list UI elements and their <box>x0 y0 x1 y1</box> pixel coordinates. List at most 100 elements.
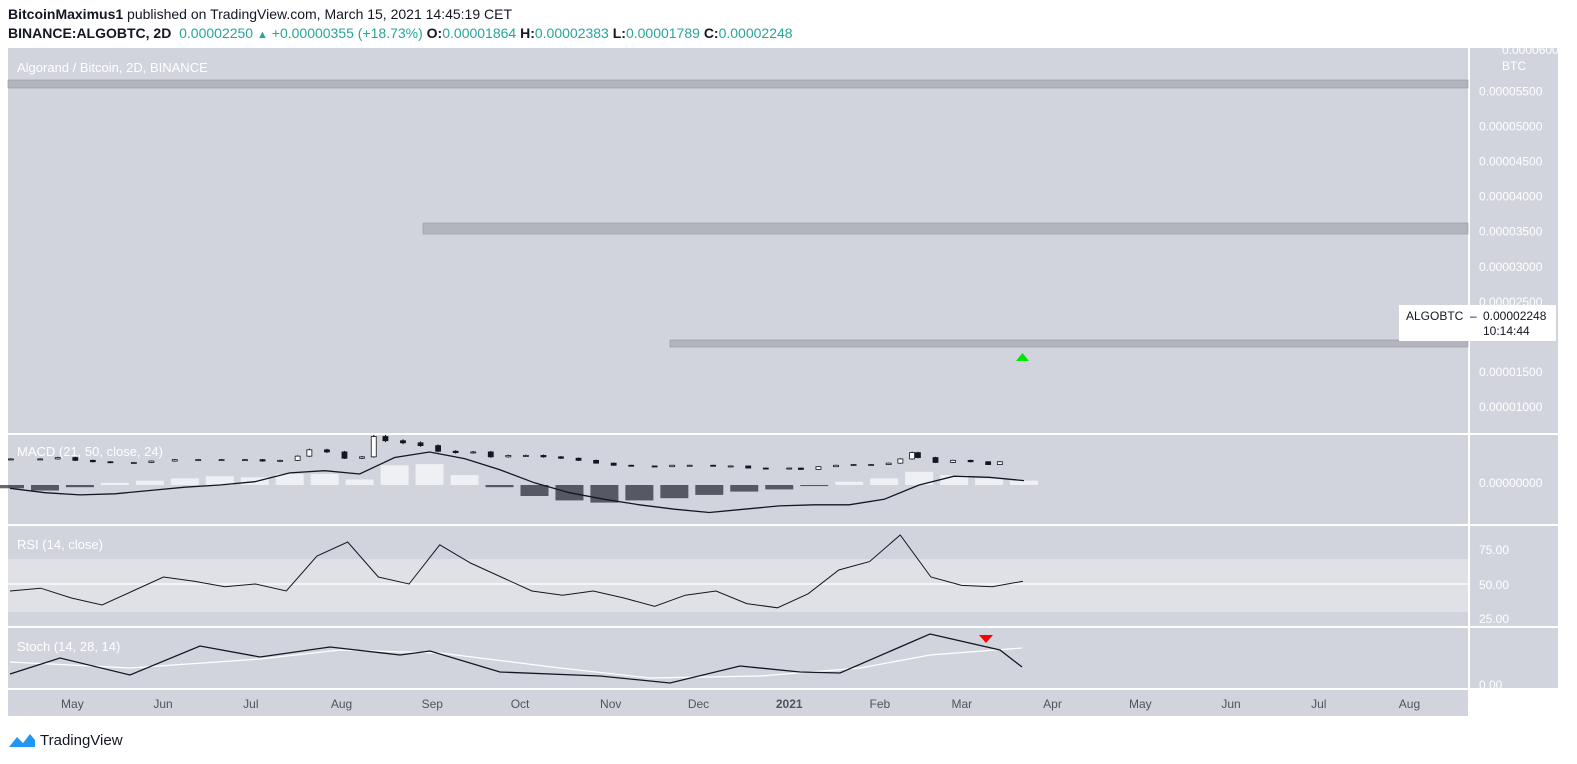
buy-arrow-icon <box>1016 353 1029 361</box>
month-label-0: May <box>61 697 84 711</box>
last-price-tag <box>1399 305 1556 341</box>
open-label: O: <box>426 25 443 41</box>
price-label-8: 0.00001000 <box>1479 400 1543 414</box>
candle-body-55 <box>985 461 992 465</box>
macd-hist-bar-14 <box>485 485 514 488</box>
macd-title: MACD (21, 50, close, 24) <box>17 444 163 459</box>
macd-hist-bar-10 <box>345 479 374 485</box>
main-panel-bg <box>8 48 1468 433</box>
price-label-2: 0.00004500 <box>1479 155 1543 169</box>
month-label-4: Sep <box>422 697 444 711</box>
candle-body-39 <box>727 465 734 468</box>
candle-body-41 <box>762 467 769 470</box>
month-label-8: 2021 <box>776 697 803 711</box>
macd-hist-bar-25 <box>870 478 899 485</box>
rsi-layer <box>8 534 1468 609</box>
time-axis: May Jun Jul Aug Sep Oct Nov Dec 2021 Feb Mar Apr May… <box>61 697 1420 711</box>
candle-body-19 <box>370 436 377 458</box>
macd-hist-bar-5 <box>170 478 199 485</box>
macd-hist-bar-18 <box>625 485 654 501</box>
month-label-5: Oct <box>511 697 530 711</box>
open-value: 0.00001864 <box>442 25 517 41</box>
candle-body-10 <box>218 459 225 462</box>
macd-scale-bg <box>1470 435 1558 524</box>
price-change: +0.00000355 (+18.73%) <box>271 25 423 41</box>
currency-label: BTC <box>1502 59 1526 73</box>
stoch-scale-bg <box>1470 628 1558 688</box>
price-label-top: 0.00006000 <box>1502 43 1566 57</box>
tradingview-logo-icon <box>9 734 35 747</box>
candle-body-0 <box>8 458 14 461</box>
month-label-3: Aug <box>331 697 352 711</box>
macd-hist-bar-24 <box>835 481 864 485</box>
candle-body-43 <box>798 467 804 470</box>
macd-hist-bar-26 <box>905 471 934 485</box>
candle-body-20 <box>382 436 389 442</box>
candle-body-7 <box>148 460 155 463</box>
rsi-band <box>8 559 1468 612</box>
rsi-label-50: 50.00 <box>1479 578 1509 592</box>
support-zone <box>669 339 1469 348</box>
candle-body-34 <box>628 464 635 467</box>
candle-body-31 <box>575 457 582 461</box>
candle-body-50 <box>909 452 915 460</box>
candle-body-44 <box>815 466 822 470</box>
macd-line <box>9 451 1025 514</box>
macd-zero-label: 0.00000000 <box>1479 476 1543 490</box>
candle-body-36 <box>669 464 676 468</box>
candles-layer <box>8 434 1003 470</box>
candle-body-18 <box>359 456 365 459</box>
month-label-11: Apr <box>1043 697 1062 711</box>
macd-hist-bar-22 <box>765 485 794 490</box>
candle-body-48 <box>885 462 892 465</box>
price-label-0: 0.00005500 <box>1479 84 1543 98</box>
candle-body-37 <box>686 464 693 467</box>
macd-hist-bar-9 <box>310 474 339 485</box>
symbol-label: BINANCE:ALGOBTC, 2D <box>8 25 172 41</box>
candle-body-28 <box>522 455 529 457</box>
publish-info: BitcoinMaximus1 published on TradingView… <box>8 6 512 22</box>
macd-hist-bar-17 <box>590 485 619 503</box>
main-panel-title: Algorand / Bitcoin, 2D, BINANCE <box>17 60 208 75</box>
candle-body-4 <box>89 459 96 463</box>
last-price: 0.00002250 <box>179 25 254 41</box>
macd-hist-bar-19 <box>660 485 689 499</box>
macd-hist-bar-6 <box>205 476 234 485</box>
stoch-title: Stoch (14, 28, 14) <box>17 639 120 654</box>
candle-body-49 <box>897 458 904 464</box>
rsi-scale-bg <box>1470 526 1558 626</box>
author-name[interactable]: BitcoinMaximus1 <box>8 6 124 22</box>
resistance-zone-top <box>7 79 1469 89</box>
ohlc-bar: BINANCE:ALGOBTC, 2D 0.00002250 ▲ +0.0000… <box>8 25 793 41</box>
stoch-layer <box>9 633 1023 684</box>
candle-body-25 <box>470 451 477 454</box>
month-label-10: Mar <box>951 697 972 711</box>
candle-body-23 <box>435 445 442 452</box>
macd-hist-bar-20 <box>695 485 724 495</box>
footer-brand[interactable]: TradingView <box>40 731 123 749</box>
stoch-d-line <box>9 647 1023 679</box>
price-label-7: 0.00001500 <box>1479 365 1543 379</box>
candle-body-16 <box>324 449 330 453</box>
last-tag-countdown: 10:14:44 <box>1483 324 1530 338</box>
candle-body-6 <box>130 462 137 464</box>
candle-body-53 <box>950 459 956 463</box>
candle-body-47 <box>868 464 875 466</box>
month-label-1: Jun <box>153 697 172 711</box>
month-label-2: Jul <box>243 697 258 711</box>
candle-body-45 <box>833 464 839 468</box>
candle-body-5 <box>107 461 114 464</box>
price-label-5: 0.00003000 <box>1479 260 1543 274</box>
candle-body-40 <box>745 465 752 469</box>
close-label: C: <box>703 25 719 41</box>
month-label-12: May <box>1129 697 1152 711</box>
candle-body-54 <box>967 459 974 463</box>
rsi-label-25: 25.00 <box>1479 612 1509 626</box>
candle-body-11 <box>242 459 248 462</box>
candle-body-14 <box>294 455 301 461</box>
stoch-zero-label: 0.00 <box>1479 678 1503 692</box>
month-label-6: Nov <box>600 697 621 711</box>
candle-body-22 <box>417 442 424 447</box>
month-label-7: Dec <box>688 697 709 711</box>
